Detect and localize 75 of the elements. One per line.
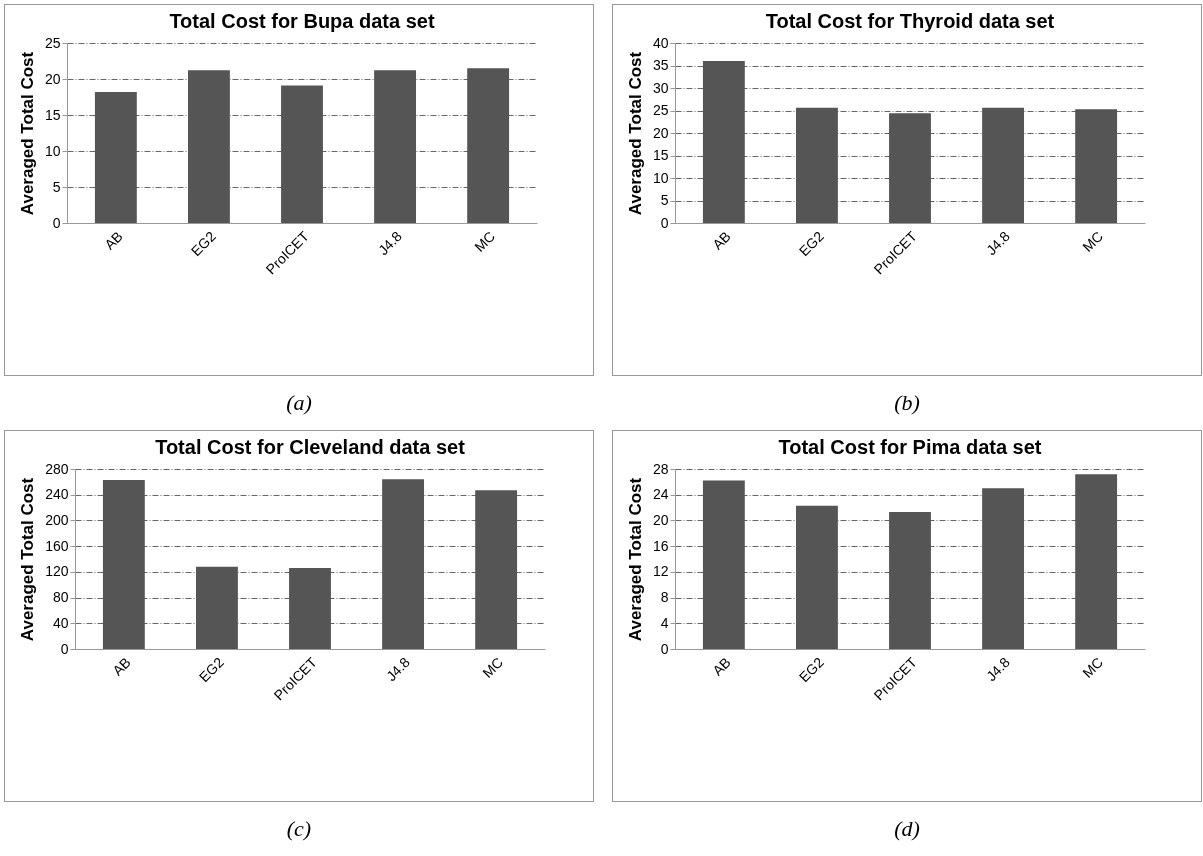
- y-tick-label: 30: [652, 79, 669, 96]
- x-tick-label: MC: [1079, 228, 1107, 255]
- bar: [795, 107, 838, 223]
- y-axis-title: Averaged Total Cost: [17, 51, 37, 216]
- chart-title: Total Cost for Bupa data set: [169, 10, 435, 32]
- bar: [889, 113, 931, 223]
- bar: [195, 566, 238, 649]
- y-tick-label: 280: [45, 460, 69, 477]
- bar: [94, 91, 137, 223]
- chart-title: Total Cost for Pima data set: [778, 436, 1042, 458]
- x-tick-label: AB: [709, 228, 734, 253]
- y-tick-label: 20: [652, 511, 669, 528]
- bar: [889, 512, 931, 649]
- y-tick-label: 15: [652, 147, 669, 163]
- text: (d): [893, 816, 921, 842]
- y-tick-label: 25: [44, 34, 61, 51]
- bar: [382, 479, 425, 649]
- y-tick-label: 0: [52, 214, 61, 231]
- bar: [475, 490, 518, 649]
- y-tick-label: 12: [652, 563, 669, 580]
- bar: [702, 61, 745, 223]
- text: (c): [285, 816, 313, 842]
- y-tick-label: 40: [52, 614, 69, 631]
- y-tick-label: 5: [52, 178, 61, 195]
- y-tick-label: 160: [45, 537, 69, 554]
- x-tick-label: MC: [1079, 654, 1107, 681]
- x-tick-label: J4.8: [982, 227, 1014, 259]
- y-tick-label: 16: [652, 537, 669, 554]
- y-tick-label: 8: [660, 589, 669, 606]
- chart-title: Total Cost for Thyroid data set: [765, 10, 1055, 32]
- y-tick-label: 120: [45, 563, 69, 580]
- y-tick-label: 5: [660, 192, 669, 208]
- text: (a): [285, 390, 313, 416]
- bar: [374, 70, 417, 223]
- y-tick-label: 0: [660, 640, 669, 657]
- bar: [281, 85, 323, 223]
- y-tick-label: 0: [60, 640, 69, 657]
- y-tick-label: 15: [44, 106, 61, 123]
- y-tick-label: 40: [652, 34, 669, 51]
- y-tick-label: 10: [44, 142, 61, 159]
- y-tick-label: 200: [45, 511, 69, 528]
- chart-title: Total Cost for Cleveland data set: [155, 436, 466, 458]
- bar: [289, 568, 331, 649]
- bar: [982, 488, 1025, 649]
- y-tick-label: 25: [652, 102, 669, 118]
- x-tick-label: AB: [709, 654, 734, 679]
- bar: [1075, 109, 1118, 223]
- x-tick-label: MC: [479, 654, 507, 681]
- y-tick-label: 35: [652, 57, 669, 73]
- bar: [187, 70, 230, 223]
- x-tick-label: MC: [471, 228, 499, 255]
- x-tick-label: AB: [109, 654, 134, 679]
- bar: [702, 480, 745, 649]
- x-tick-label: J4.8: [982, 653, 1014, 685]
- y-tick-label: 240: [45, 486, 69, 503]
- text: (b): [893, 390, 921, 416]
- y-tick-label: 0: [660, 214, 669, 231]
- bar: [982, 107, 1025, 223]
- x-tick-label: J4.8: [382, 653, 414, 685]
- x-tick-label: J4.8: [374, 227, 406, 259]
- y-axis-title: Averaged Total Cost: [625, 477, 645, 642]
- x-tick-label: AB: [101, 228, 126, 253]
- bar: [1075, 474, 1118, 649]
- bar: [467, 68, 510, 223]
- y-tick-label: 80: [52, 589, 69, 606]
- y-axis-title: Averaged Total Cost: [625, 51, 645, 216]
- y-tick-label: 20: [652, 124, 669, 141]
- bar: [102, 479, 145, 649]
- y-tick-label: 4: [660, 614, 669, 631]
- y-tick-label: 20: [44, 70, 61, 87]
- bar: [795, 505, 838, 649]
- y-tick-label: 10: [652, 169, 669, 186]
- y-axis-title: Averaged Total Cost: [18, 477, 38, 642]
- y-tick-label: 28: [652, 460, 669, 477]
- y-tick-label: 24: [652, 486, 669, 503]
